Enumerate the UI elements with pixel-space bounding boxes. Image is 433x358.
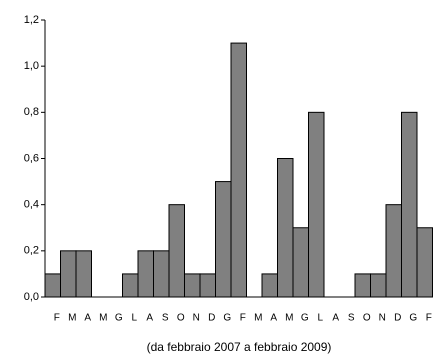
x-tick-label: D	[394, 313, 401, 324]
x-tick-label: L	[131, 313, 137, 324]
y-tick-label: 0,8	[24, 106, 39, 118]
x-tick-label: A	[270, 313, 277, 324]
bar	[122, 273, 139, 298]
x-tick-label: M	[99, 313, 107, 324]
x-tick-label: M	[285, 313, 293, 324]
bar	[184, 273, 201, 298]
bar	[292, 227, 309, 298]
bar	[416, 227, 433, 298]
bar	[308, 111, 325, 298]
bar	[401, 111, 418, 298]
bar	[75, 250, 92, 298]
bar	[230, 42, 247, 298]
bar	[168, 204, 185, 298]
y-tick-label: 1,0	[24, 60, 39, 72]
bar	[137, 250, 154, 298]
y-tick-label: 0,2	[24, 245, 39, 257]
x-tick-label: F	[54, 313, 60, 324]
x-tick-label: N	[379, 313, 386, 324]
bar	[354, 273, 371, 298]
x-tick-label: N	[193, 313, 200, 324]
x-tick-label: L	[317, 313, 323, 324]
x-tick-label: G	[115, 313, 123, 324]
x-tick-label: S	[162, 313, 169, 324]
x-tick-label: M	[254, 313, 262, 324]
x-tick-label: G	[409, 313, 417, 324]
x-tick-label: S	[348, 313, 355, 324]
x-tick-label: G	[223, 313, 231, 324]
bar	[370, 273, 387, 298]
x-tick-label: A	[332, 313, 339, 324]
x-tick-label: O	[363, 313, 371, 324]
x-tick-label: F	[240, 313, 246, 324]
x-tick-label: F	[426, 313, 432, 324]
x-tick-label: D	[208, 313, 215, 324]
x-tick-label: O	[177, 313, 185, 324]
bar	[60, 250, 77, 298]
x-tick-label: A	[84, 313, 91, 324]
y-tick-label: 1,2	[24, 14, 39, 26]
bar	[215, 181, 232, 298]
bar	[44, 273, 61, 298]
y-tick-label: 0,6	[24, 152, 39, 164]
x-axis-title: (da febbraio 2007 a febbraio 2009)	[147, 340, 332, 354]
y-tick-label: 0,4	[24, 199, 39, 211]
y-tick-label: 0,0	[24, 291, 39, 303]
bar	[153, 250, 170, 298]
x-tick-label: A	[146, 313, 153, 324]
bar	[277, 158, 294, 298]
bar	[385, 204, 402, 298]
x-tick-label: M	[68, 313, 76, 324]
bar	[261, 273, 278, 298]
bar	[199, 273, 216, 298]
x-tick-label: G	[301, 313, 309, 324]
